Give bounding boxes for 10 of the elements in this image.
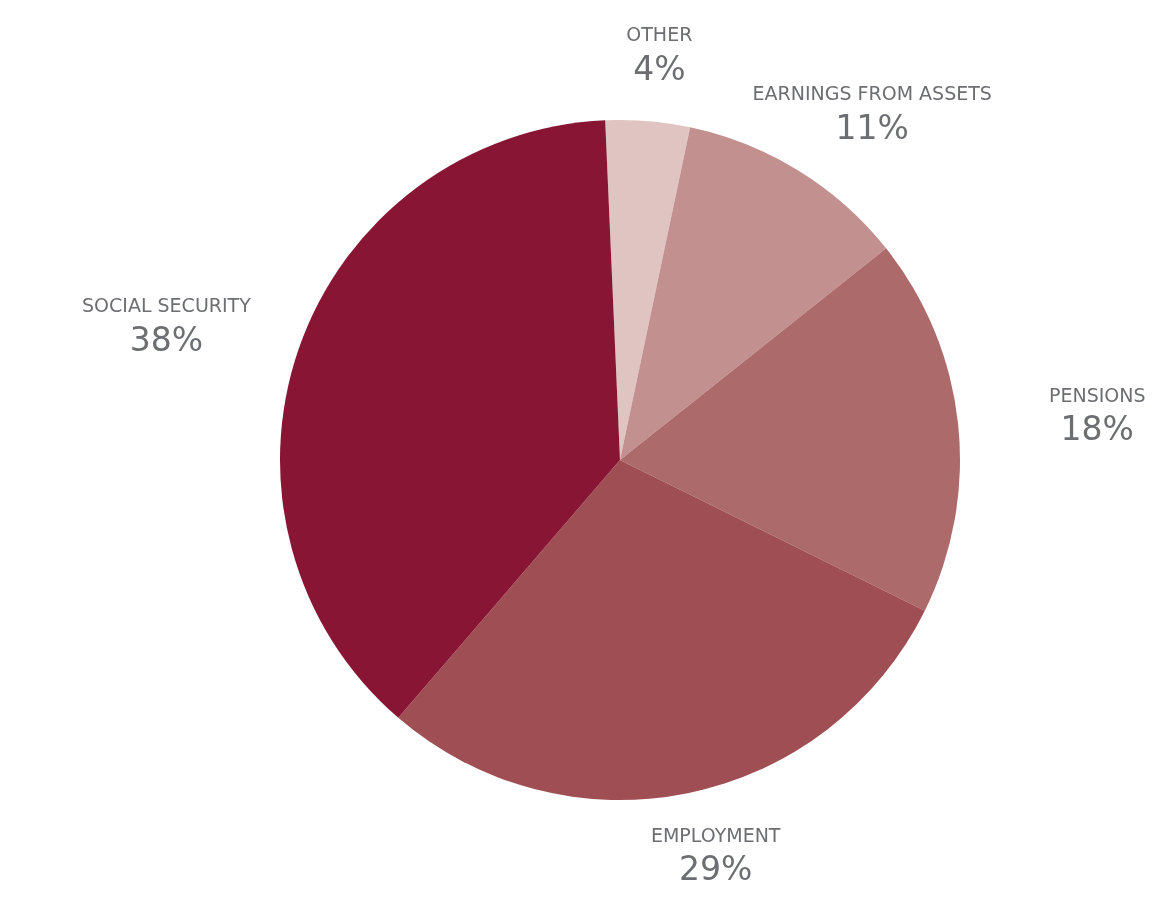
slice-label: PENSIONS	[1048, 383, 1146, 406]
slice-label: EMPLOYMENT	[650, 823, 781, 846]
slice-label: SOCIAL SECURITY	[82, 294, 252, 317]
data-label: 11%	[835, 107, 909, 147]
data-label: 18%	[1060, 409, 1134, 449]
data-label: 38%	[129, 319, 204, 359]
slice-label: OTHER	[626, 23, 693, 46]
slice-label: EARNINGS FROM ASSETS	[752, 82, 992, 105]
data-label: 4%	[633, 48, 686, 88]
data-label: 29%	[679, 849, 753, 889]
